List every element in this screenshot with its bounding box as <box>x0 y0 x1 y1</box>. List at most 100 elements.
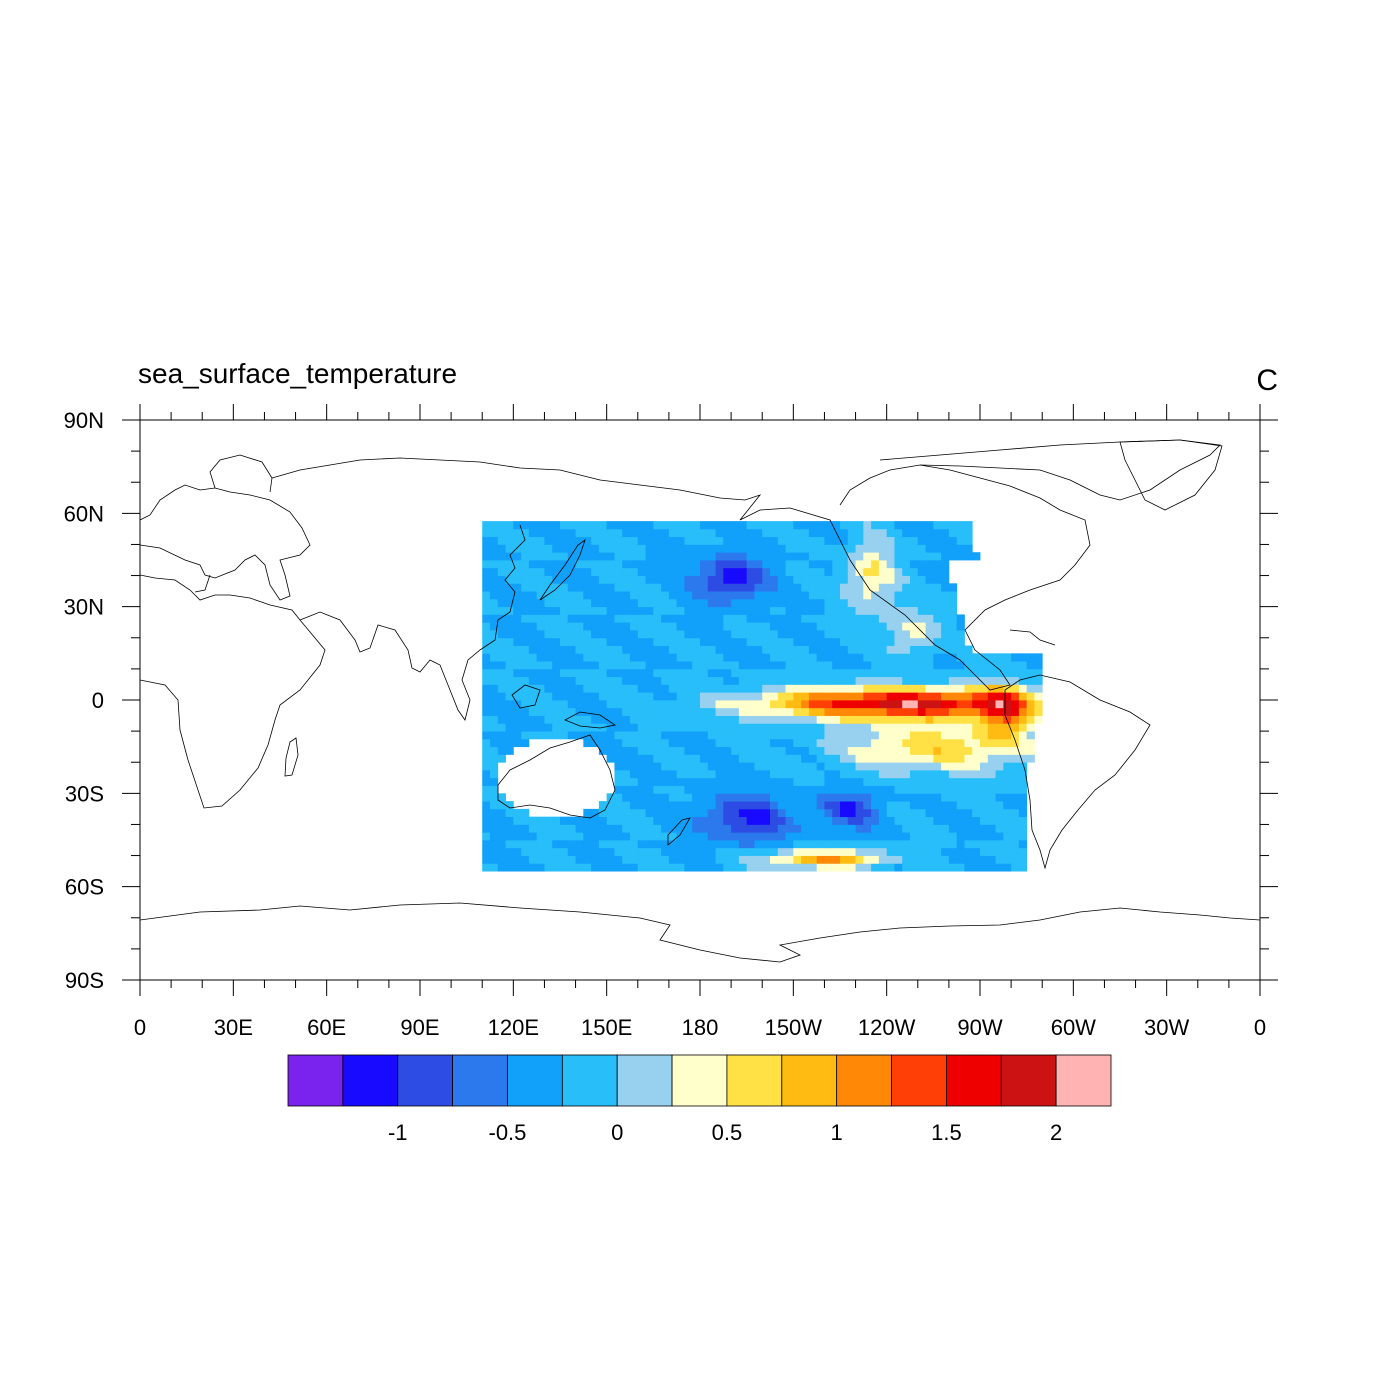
sst-cell <box>692 676 701 685</box>
sst-cell <box>886 591 895 600</box>
sst-cell <box>668 801 678 810</box>
sst-cell <box>637 614 646 623</box>
sst-cell <box>661 645 670 654</box>
sst-cell <box>482 606 491 615</box>
sst-cell <box>855 661 864 670</box>
sst-cell <box>591 816 600 825</box>
sst-cell <box>941 793 950 802</box>
sst-cell <box>902 591 911 600</box>
sst-cell <box>731 754 740 763</box>
sst-cell <box>878 816 888 825</box>
sst-cell <box>676 808 685 818</box>
sst-cell <box>910 777 919 786</box>
sst-cell <box>622 700 631 709</box>
sst-cell <box>490 622 499 631</box>
sst-cell <box>925 521 934 530</box>
sst-cell <box>941 715 950 724</box>
sst-cell <box>871 622 880 631</box>
sst-cell <box>948 824 958 833</box>
sst-cell <box>606 521 615 530</box>
sst-cell <box>832 645 841 654</box>
sst-cell <box>661 606 670 615</box>
sst-cell <box>878 707 888 716</box>
sst-cell <box>832 715 841 724</box>
sst-cell <box>886 793 895 802</box>
sst-cell <box>925 746 934 755</box>
sst-cell <box>552 723 561 732</box>
sst-cell <box>700 770 709 779</box>
sst-cell <box>676 723 685 732</box>
sst-cell <box>1011 770 1020 779</box>
sst-cell <box>591 715 600 724</box>
sst-cell <box>886 762 895 771</box>
sst-cell <box>583 808 592 818</box>
sst-cell <box>700 731 709 740</box>
sst-cell <box>552 622 561 631</box>
sst-cell <box>536 847 545 856</box>
sst-cell <box>560 552 569 561</box>
sst-cell <box>513 614 522 623</box>
sst-cell <box>637 762 646 771</box>
sst-cell <box>1026 723 1035 732</box>
sst-cell <box>801 847 810 856</box>
sst-cell <box>948 816 958 825</box>
sst-cell <box>762 762 771 771</box>
sst-cell <box>894 521 903 530</box>
sst-cell <box>591 707 600 716</box>
sst-cell <box>668 645 678 654</box>
sst-cell <box>948 793 958 802</box>
sst-cell <box>723 793 732 802</box>
sst-cell <box>684 536 693 545</box>
sst-cell <box>606 661 615 670</box>
sst-cell <box>583 707 592 716</box>
sst-cell <box>902 801 911 810</box>
sst-cell <box>513 723 522 732</box>
sst-cell <box>871 630 880 639</box>
sst-cell <box>808 707 818 716</box>
sst-cell <box>552 863 561 872</box>
sst-cell <box>801 560 810 569</box>
sst-cell <box>956 544 965 553</box>
sst-cell <box>1003 700 1012 709</box>
sst-cell <box>614 591 623 600</box>
sst-cell <box>684 692 693 701</box>
sst-cell <box>746 528 755 538</box>
sst-cell <box>801 606 810 615</box>
sst-cell <box>785 863 794 872</box>
sst-cell <box>544 692 553 701</box>
sst-cell <box>910 793 919 802</box>
sst-cell <box>583 723 592 732</box>
sst-cell <box>801 777 810 786</box>
sst-cell <box>894 630 903 639</box>
sst-cell <box>793 653 802 662</box>
sst-cell <box>925 832 934 841</box>
sst-cell <box>770 684 779 693</box>
sst-cell <box>707 715 716 724</box>
sst-cell <box>591 863 600 872</box>
sst-cell <box>715 645 724 654</box>
sst-cell <box>871 560 880 569</box>
sst-cell <box>668 793 678 802</box>
sst-cell <box>956 637 965 646</box>
sst-cell <box>1018 832 1028 841</box>
sst-cell <box>863 793 872 802</box>
sst-cell <box>668 583 678 592</box>
sst-cell <box>948 614 958 623</box>
sst-cell <box>878 630 888 639</box>
lon-tick-label: 0 <box>134 1015 146 1040</box>
sst-cell <box>490 583 499 592</box>
sst-cell <box>1011 808 1020 818</box>
sst-cell <box>661 583 670 592</box>
sst-cell <box>614 528 623 538</box>
sst-cell <box>528 676 538 685</box>
sst-cell <box>863 692 872 701</box>
sst-cell <box>878 840 888 849</box>
sst-cell <box>948 653 958 662</box>
sst-cell <box>793 544 802 553</box>
sst-cell <box>676 560 685 569</box>
sst-cell <box>622 622 631 631</box>
sst-cell <box>1018 661 1028 670</box>
sst-cell <box>933 661 942 670</box>
sst-cell <box>738 793 748 802</box>
sst-cell <box>692 544 701 553</box>
